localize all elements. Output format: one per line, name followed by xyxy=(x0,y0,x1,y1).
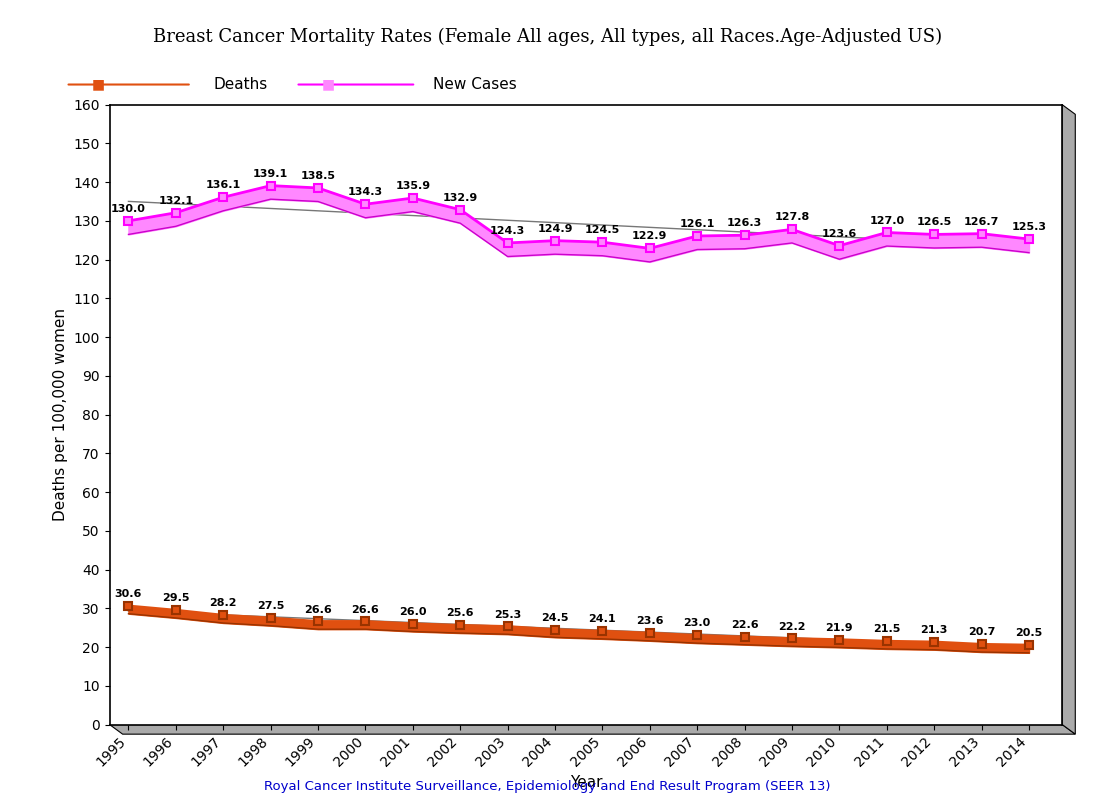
Text: 21.3: 21.3 xyxy=(921,625,948,635)
Text: 136.1: 136.1 xyxy=(206,180,241,190)
Text: ■: ■ xyxy=(322,77,335,92)
Text: 26.6: 26.6 xyxy=(304,605,332,614)
Text: 130.0: 130.0 xyxy=(111,204,146,214)
Text: 124.3: 124.3 xyxy=(489,226,526,236)
Text: 30.6: 30.6 xyxy=(115,589,142,599)
Text: 125.3: 125.3 xyxy=(1012,222,1047,232)
Text: Breast Cancer Mortality Rates (Female All ages, All types, all Races.Age-Adjuste: Breast Cancer Mortality Rates (Female Al… xyxy=(153,28,942,47)
Text: 26.6: 26.6 xyxy=(351,605,379,614)
Y-axis label: Deaths per 100,000 women: Deaths per 100,000 women xyxy=(53,308,68,521)
Text: 29.5: 29.5 xyxy=(162,593,189,603)
Text: 24.1: 24.1 xyxy=(589,614,616,624)
Text: 24.5: 24.5 xyxy=(541,613,568,622)
Text: 28.2: 28.2 xyxy=(209,598,237,609)
Text: ■: ■ xyxy=(92,77,105,92)
Text: 139.1: 139.1 xyxy=(253,169,288,179)
Text: New Cases: New Cases xyxy=(433,77,516,92)
Text: 23.6: 23.6 xyxy=(636,616,664,626)
Text: 135.9: 135.9 xyxy=(395,181,430,191)
Text: 126.3: 126.3 xyxy=(727,218,762,229)
Text: 22.2: 22.2 xyxy=(779,621,806,632)
Text: 123.6: 123.6 xyxy=(821,229,857,239)
Text: 26.0: 26.0 xyxy=(399,607,427,617)
Text: 122.9: 122.9 xyxy=(632,231,668,241)
Text: 25.6: 25.6 xyxy=(447,609,474,618)
Text: Royal Cancer Institute Surveillance, Epidemiology and End Result Program (SEER 1: Royal Cancer Institute Surveillance, Epi… xyxy=(264,780,831,793)
Text: 132.1: 132.1 xyxy=(159,196,194,206)
Text: 22.6: 22.6 xyxy=(730,620,759,630)
Text: 127.0: 127.0 xyxy=(869,216,904,225)
Text: 124.9: 124.9 xyxy=(538,224,573,233)
Text: 132.9: 132.9 xyxy=(442,192,477,203)
Text: 27.5: 27.5 xyxy=(257,601,285,611)
X-axis label: Year: Year xyxy=(569,774,602,790)
Text: 134.3: 134.3 xyxy=(348,188,383,197)
Text: 124.5: 124.5 xyxy=(585,225,620,235)
Text: 127.8: 127.8 xyxy=(774,213,809,222)
Text: 21.5: 21.5 xyxy=(873,624,900,634)
Text: 20.7: 20.7 xyxy=(968,627,995,638)
Text: 21.9: 21.9 xyxy=(826,623,853,633)
Text: 126.5: 126.5 xyxy=(917,217,952,228)
Text: 126.7: 126.7 xyxy=(964,217,1000,227)
Text: 25.3: 25.3 xyxy=(494,609,521,620)
Text: 138.5: 138.5 xyxy=(300,171,335,181)
Text: Deaths: Deaths xyxy=(214,77,268,92)
Text: 126.1: 126.1 xyxy=(680,219,715,229)
Text: 20.5: 20.5 xyxy=(1015,628,1042,638)
Text: 23.0: 23.0 xyxy=(683,618,711,629)
